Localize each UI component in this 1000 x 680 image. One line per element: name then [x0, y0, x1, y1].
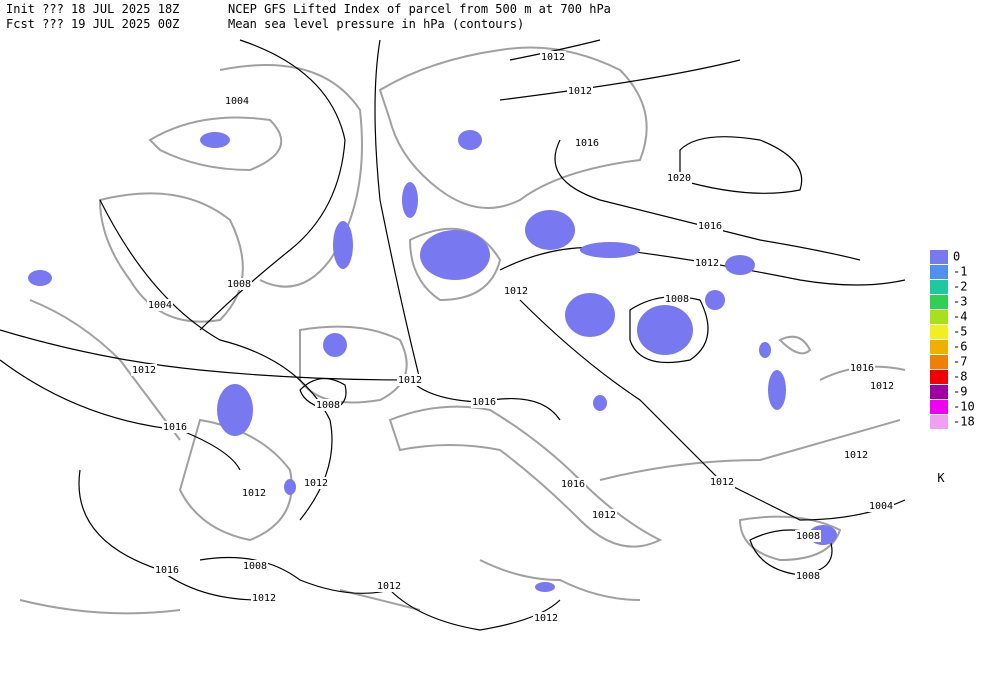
label-bg: [224, 95, 250, 107]
legend-label: -9: [953, 385, 967, 399]
contour-label: 1012: [252, 593, 276, 604]
contour-label: 1016: [163, 422, 187, 433]
label-bg: [694, 257, 720, 269]
legend-swatch: [930, 385, 948, 399]
contour-label: 1012: [504, 286, 528, 297]
contour-label: 1004: [225, 96, 249, 107]
legend-label: -3: [953, 295, 967, 309]
label-bg: [503, 285, 529, 297]
contour-label: 1008: [227, 279, 251, 290]
label-bg: [567, 85, 593, 97]
label-bg: [131, 364, 157, 376]
label-bg: [709, 476, 735, 488]
legend-swatch: [930, 415, 948, 429]
legend-label: -6: [953, 340, 967, 354]
label-bg: [226, 278, 252, 290]
contour-label: 1016: [561, 479, 585, 490]
legend-swatch: [930, 400, 948, 414]
contour-label: 1008: [316, 400, 340, 411]
label-bg: [697, 220, 723, 232]
lifted-index-areas: [28, 130, 837, 592]
label-bg: [591, 509, 617, 521]
contour-labels: 1012 1004 1012 1016 1020 1016 1012 1012 1008 1008…: [131, 51, 895, 624]
contour-label: 1012: [568, 86, 592, 97]
label-bg: [315, 399, 341, 411]
contour-label: 1012: [534, 613, 558, 624]
init-time: Init ??? 18 JUL 2025 18Z: [6, 2, 179, 16]
legend-label: -10: [953, 400, 975, 414]
label-bg: [376, 580, 402, 592]
label-bg: [869, 380, 895, 392]
map-title: NCEP GFS Lifted Index of parcel from 500…: [228, 2, 611, 16]
contour-label: 1016: [472, 397, 496, 408]
label-bg: [251, 592, 277, 604]
legend-swatch: [930, 370, 948, 384]
legend-swatch: [930, 340, 948, 354]
legend-swatch: [930, 265, 948, 279]
label-bg: [664, 293, 690, 305]
label-bg: [540, 51, 566, 63]
contour-label: 1012: [304, 478, 328, 489]
contour-label: 1012: [377, 581, 401, 592]
label-bg: [303, 477, 329, 489]
label-bg: [795, 570, 821, 582]
contour-label: 1012: [710, 477, 734, 488]
contour-label: 1008: [796, 531, 820, 542]
contour-label: 1008: [243, 561, 267, 572]
contour-label: 1012: [844, 450, 868, 461]
contour-label: 1012: [242, 488, 266, 499]
contour-label: 1012: [870, 381, 894, 392]
contour-label: 1012: [592, 510, 616, 521]
contour-label: 1004: [148, 300, 172, 311]
contour-label: 1008: [796, 571, 820, 582]
legend-unit: K: [937, 471, 945, 485]
legend-swatch: [930, 250, 948, 264]
legend-label: -2: [953, 280, 967, 294]
legend-label: -1: [953, 265, 967, 279]
contour-label: 1016: [698, 221, 722, 232]
legend-label: -18: [953, 415, 975, 429]
legend-swatch: [930, 280, 948, 294]
contour-label: 1008: [665, 294, 689, 305]
contour-label: 1020: [667, 173, 691, 184]
label-bg: [666, 172, 692, 184]
legend-label: -4: [953, 310, 967, 324]
label-bg: [849, 362, 875, 374]
contour-label: 1012: [398, 375, 422, 386]
label-bg: [868, 500, 894, 512]
legend-label: -5: [953, 325, 967, 339]
label-bg: [533, 612, 559, 624]
label-bg: [560, 478, 586, 490]
legend: 0-1-2-3-4-5-6-7-8-9-10-18: [930, 250, 975, 429]
label-bg: [843, 449, 869, 461]
legend-swatch: [930, 310, 948, 324]
contour-label: 1016: [850, 363, 874, 374]
forecast-time: Fcst ??? 19 JUL 2025 00Z: [6, 17, 179, 31]
legend-swatch: [930, 325, 948, 339]
legend-swatch: [930, 355, 948, 369]
contour-label: 1012: [695, 258, 719, 269]
label-bg: [471, 396, 497, 408]
label-bg: [154, 564, 180, 576]
label-bg: [147, 299, 173, 311]
label-bg: [162, 421, 188, 433]
legend-label: 0: [953, 250, 960, 264]
label-bg: [397, 374, 423, 386]
contour-label: 1016: [155, 565, 179, 576]
label-bg: [795, 530, 821, 542]
label-bg: [574, 137, 600, 149]
map-subtitle: Mean sea level pressure in hPa (contours…: [228, 17, 524, 31]
legend-label: -7: [953, 355, 967, 369]
contour-label: 1012: [132, 365, 156, 376]
contour-label: 1012: [541, 52, 565, 63]
isobars: [0, 39, 906, 631]
label-bg: [242, 560, 268, 572]
label-bg: [241, 487, 267, 499]
legend-swatch: [930, 295, 948, 309]
contour-label: 1004: [869, 501, 893, 512]
legend-label: -8: [953, 370, 967, 384]
contour-label: 1016: [575, 138, 599, 149]
